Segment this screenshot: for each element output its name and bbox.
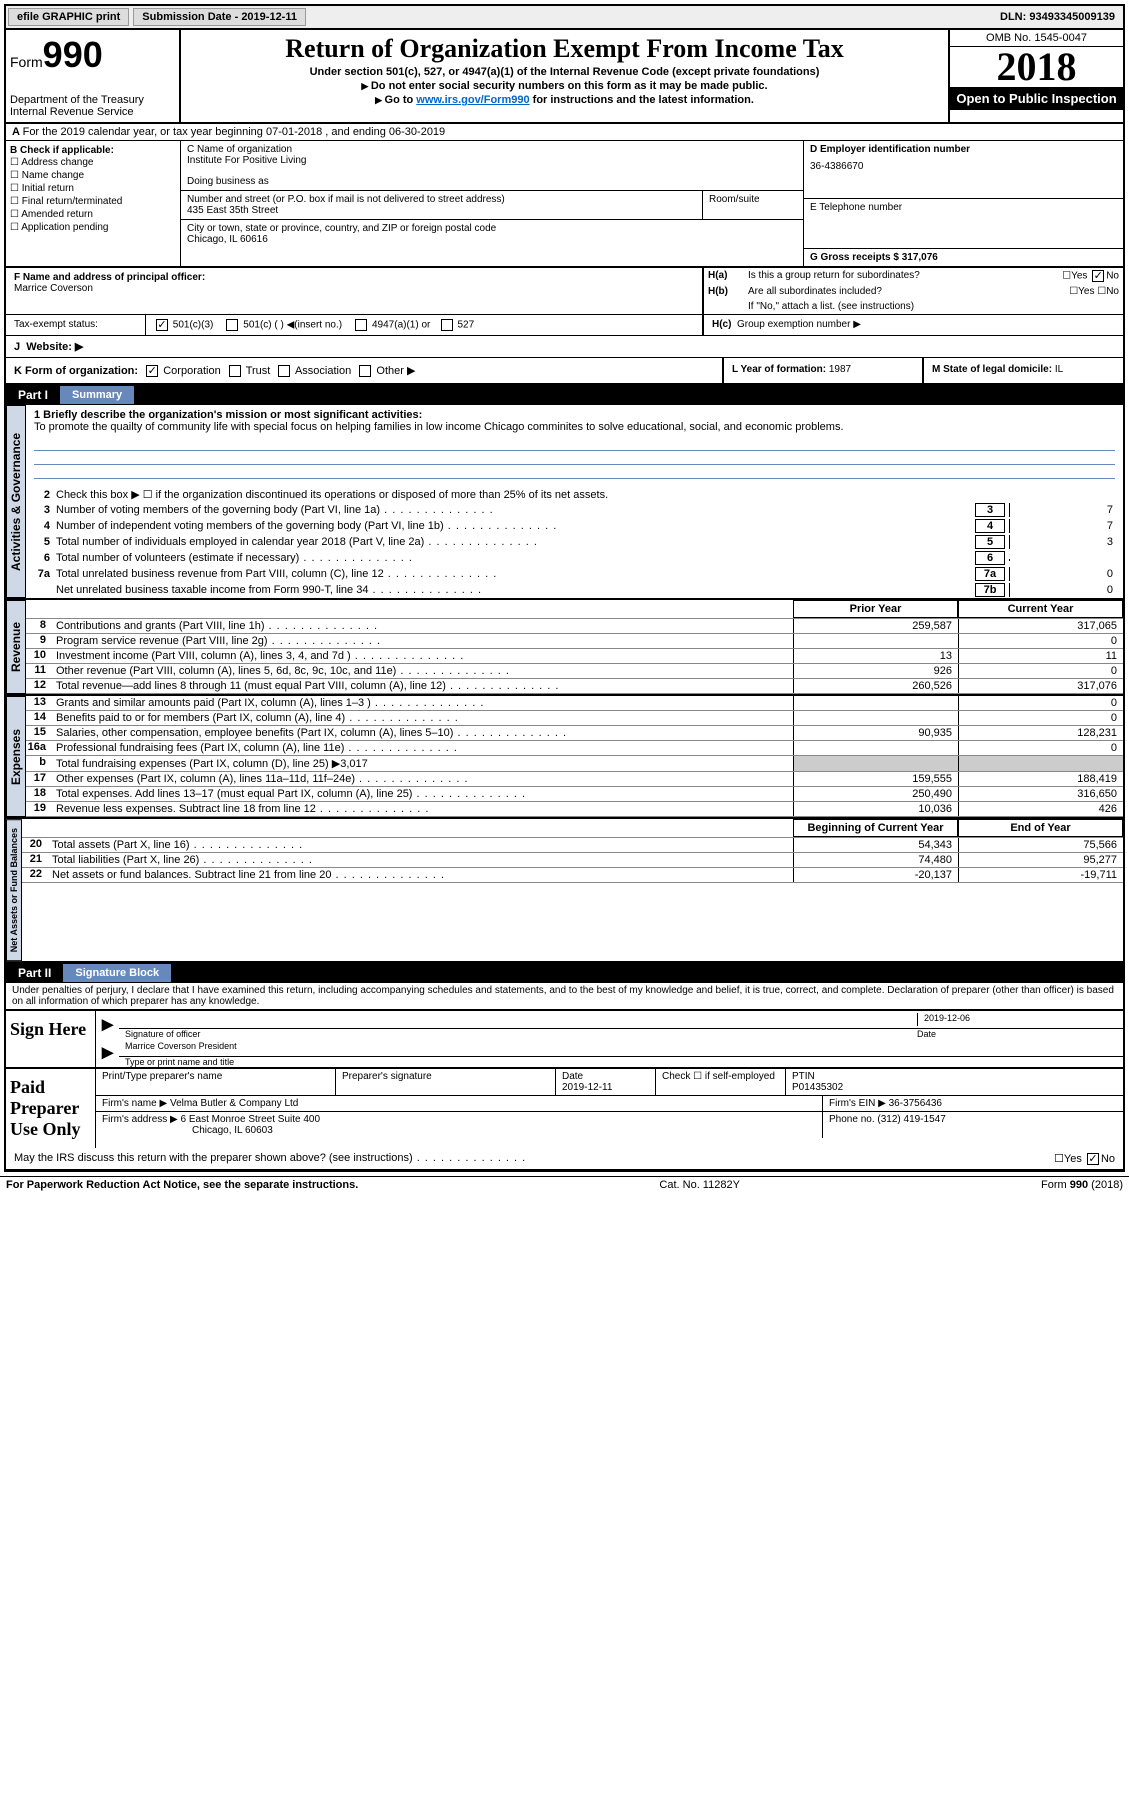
mission-block: 1 Briefly describe the organization's mi… [26, 405, 1123, 437]
inspection-box: Open to Public Inspection [950, 87, 1123, 110]
gov-line: 6Total number of volunteers (estimate if… [26, 550, 1123, 566]
room-cell: Room/suite [703, 191, 803, 219]
gov-line: 7aTotal unrelated business revenue from … [26, 566, 1123, 582]
section-revenue: Revenue Prior Year Current Year 8Contrib… [6, 600, 1123, 696]
cb-name-change[interactable]: Name change [10, 169, 176, 182]
money-line: 8Contributions and grants (Part VIII, li… [26, 619, 1123, 634]
gross-receipts: G Gross receipts $ 317,076 [804, 249, 1123, 266]
money-line: 21Total liabilities (Part X, line 26)74,… [22, 853, 1123, 868]
box-b: B Check if applicable: Address change Na… [6, 141, 181, 266]
row-tax-exempt: Tax-exempt status: 501(c)(3) 501(c) ( ) … [6, 315, 1123, 336]
money-line: 14Benefits paid to or for members (Part … [26, 711, 1123, 726]
money-line: 15Salaries, other compensation, employee… [26, 726, 1123, 741]
header-right: OMB No. 1545-0047 2018 Open to Public In… [948, 30, 1123, 122]
org-name: Institute For Positive Living [187, 155, 797, 166]
money-line: 9Program service revenue (Part VIII, lin… [26, 634, 1123, 649]
tax-exempt-opts: 501(c)(3) 501(c) ( ) ◀(insert no.) 4947(… [146, 315, 703, 335]
footer: For Paperwork Reduction Act Notice, see … [0, 1176, 1129, 1193]
money-line: bTotal fundraising expenses (Part IX, co… [26, 756, 1123, 772]
ein-cell: D Employer identification number 36-4386… [804, 141, 1123, 199]
form-ref: Form 990 (2018) [1041, 1179, 1123, 1191]
box-k: K Form of organization: Corporation Trus… [6, 358, 723, 383]
vlabel-expenses: Expenses [6, 696, 26, 817]
tax-year: 2018 [950, 47, 1123, 87]
part1-bar: Part I Summary [6, 385, 1123, 405]
gov-line: Net unrelated business taxable income fr… [26, 582, 1123, 598]
vlabel-revenue: Revenue [6, 600, 26, 694]
note-link: Go to www.irs.gov/Form990 for instructio… [189, 94, 940, 106]
phone-cell: E Telephone number [804, 199, 1123, 249]
row-fh: F Name and address of principal officer:… [6, 268, 1123, 315]
caret-icon: ▸ [96, 1039, 119, 1067]
box-hc: H(c) Group exemption number ▶ [703, 315, 1123, 335]
box-f: F Name and address of principal officer:… [6, 268, 703, 314]
cb-initial-return[interactable]: Initial return [10, 182, 176, 195]
cb-final-return[interactable]: Final return/terminated [10, 195, 176, 208]
header-mid: Return of Organization Exempt From Incom… [181, 30, 948, 122]
money-line: 16aProfessional fundraising fees (Part I… [26, 741, 1123, 756]
money-line: 11Other revenue (Part VIII, column (A), … [26, 664, 1123, 679]
box-c: C Name of organization Institute For Pos… [181, 141, 803, 266]
dln-text: DLN: 93493345009139 [994, 9, 1123, 25]
part2-bar: Part II Signature Block [6, 963, 1123, 983]
header-left: Form990 Department of the Treasury Inter… [6, 30, 181, 122]
money-line: 17Other expenses (Part IX, column (A), l… [26, 772, 1123, 787]
money-line: 18Total expenses. Add lines 13–17 (must … [26, 787, 1123, 802]
tax-exempt-label: Tax-exempt status: [6, 315, 146, 335]
ein-value: 36-4386670 [810, 161, 1117, 172]
vlabel-governance: Activities & Governance [6, 405, 26, 598]
box-h: H(a)Is this a group return for subordina… [703, 268, 1123, 314]
pra-notice: For Paperwork Reduction Act Notice, see … [6, 1179, 358, 1191]
gov-line: 5Total number of individuals employed in… [26, 534, 1123, 550]
header-row: Form990 Department of the Treasury Inter… [6, 30, 1123, 124]
row-klm: K Form of organization: Corporation Trus… [6, 358, 1123, 385]
sign-here-section: Sign Here ▸ 2019-12-06 Signature of offi… [6, 1009, 1123, 1067]
money-line: 13Grants and similar amounts paid (Part … [26, 696, 1123, 711]
period-row: A For the 2019 calendar year, or tax yea… [6, 124, 1123, 141]
cat-no: Cat. No. 11282Y [659, 1179, 740, 1191]
paid-preparer-label: Paid Preparer Use Only [6, 1069, 96, 1148]
paid-preparer-section: Paid Preparer Use Only Print/Type prepar… [6, 1067, 1123, 1148]
net-col-headers: Beginning of Current Year End of Year [22, 819, 1123, 838]
col-headers: Prior Year Current Year [26, 600, 1123, 619]
box-j: J Website: ▶ [6, 336, 1123, 358]
dept-text: Department of the Treasury Internal Reve… [10, 94, 175, 118]
vlabel-netassets: Net Assets or Fund Balances [6, 819, 22, 961]
sign-here-label: Sign Here [6, 1011, 96, 1067]
money-line: 10Investment income (Part VIII, column (… [26, 649, 1123, 664]
money-line: 12Total revenue—add lines 8 through 11 (… [26, 679, 1123, 694]
note-ssn: Do not enter social security numbers on … [189, 80, 940, 92]
money-line: 19Revenue less expenses. Subtract line 1… [26, 802, 1123, 817]
org-name-cell: C Name of organization Institute For Pos… [181, 141, 803, 191]
form-990-container: efile GRAPHIC print Submission Date - 20… [4, 4, 1125, 1172]
section-governance: Activities & Governance 1 Briefly descri… [6, 405, 1123, 600]
section-netassets: Net Assets or Fund Balances Beginning of… [6, 819, 1123, 963]
box-m: M State of legal domicile: IL [923, 358, 1123, 383]
box-l: L Year of formation: 1987 [723, 358, 923, 383]
cb-application-pending[interactable]: Application pending [10, 221, 176, 234]
gov-line: 2Check this box ▶ ☐ if the organization … [26, 487, 1123, 502]
address-cell: Number and street (or P.O. box if mail i… [181, 191, 703, 219]
submission-date-button[interactable]: Submission Date - 2019-12-11 [133, 8, 306, 26]
money-line: 22Net assets or fund balances. Subtract … [22, 868, 1123, 883]
money-line: 20Total assets (Part X, line 16)54,34375… [22, 838, 1123, 853]
top-toolbar: efile GRAPHIC print Submission Date - 20… [6, 6, 1123, 30]
cb-address-change[interactable]: Address change [10, 156, 176, 169]
gov-line: 3Number of voting members of the governi… [26, 502, 1123, 518]
penalty-text: Under penalties of perjury, I declare th… [6, 983, 1123, 1009]
cb-amended-return[interactable]: Amended return [10, 208, 176, 221]
gov-line: 4Number of independent voting members of… [26, 518, 1123, 534]
section-expenses: Expenses 13Grants and similar amounts pa… [6, 696, 1123, 819]
discuss-row: May the IRS discuss this return with the… [6, 1148, 1123, 1170]
city-cell: City or town, state or province, country… [181, 220, 803, 248]
caret-icon: ▸ [96, 1011, 119, 1039]
subtitle: Under section 501(c), 527, or 4947(a)(1)… [189, 66, 940, 78]
irs-link[interactable]: www.irs.gov/Form990 [416, 94, 529, 106]
info-grid: B Check if applicable: Address change Na… [6, 141, 1123, 268]
box-deg: D Employer identification number 36-4386… [803, 141, 1123, 266]
form-number: Form990 [10, 34, 175, 76]
form-title: Return of Organization Exempt From Incom… [189, 34, 940, 64]
efile-button[interactable]: efile GRAPHIC print [8, 8, 129, 26]
